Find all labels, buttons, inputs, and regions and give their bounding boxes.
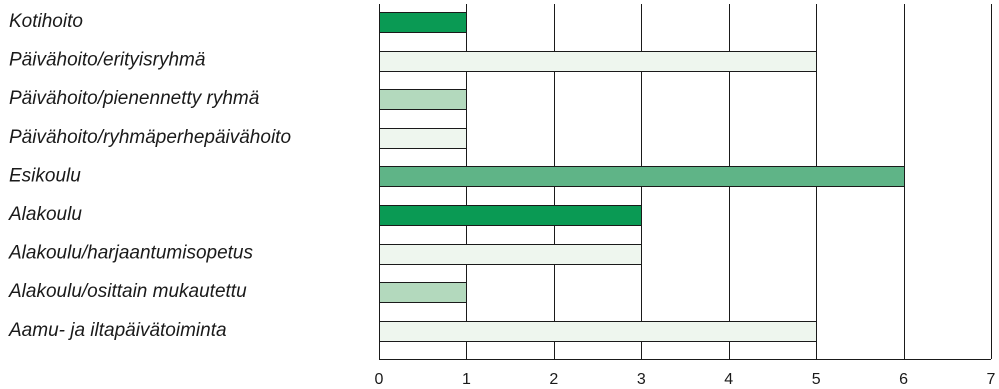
category-label-1: Päivähoito/erityisryhmä: [9, 50, 205, 71]
bar-3: [379, 128, 467, 149]
tick-label-4: 4: [724, 371, 733, 388]
category-label-6: Alakoulu/harjaantumisopetus: [8, 243, 253, 264]
tick-label-6: 6: [899, 371, 908, 388]
bar-8: [379, 321, 817, 342]
bar-6: [379, 244, 642, 265]
category-labels: Kotihoito Päivähoito/erityisryhmä Päivähoi…: [8, 11, 291, 341]
category-label-8: Aamu- ja iltapäivätoiminta: [8, 320, 227, 341]
bar-1: [379, 51, 817, 72]
tick-label-7: 7: [987, 371, 996, 388]
x-axis-ticks: 0 1 2 3 4 5 6 7: [375, 371, 996, 388]
tick-label-2: 2: [549, 371, 558, 388]
tick-label-1: 1: [462, 371, 471, 388]
bar-2: [379, 89, 467, 110]
category-label-4: Esikoulu: [9, 165, 81, 186]
bar-7: [379, 282, 467, 303]
tick-label-3: 3: [637, 371, 646, 388]
bar-4: [379, 166, 905, 187]
bars: [379, 12, 905, 342]
category-label-7: Alakoulu/osittain mukautettu: [8, 281, 247, 302]
tick-label-0: 0: [375, 371, 384, 388]
category-label-0: Kotihoito: [9, 11, 83, 32]
bar-0: [379, 12, 467, 33]
category-label-3: Päivähoito/ryhmäperhepäivähoito: [9, 127, 291, 148]
category-label-5: Alakoulu: [8, 204, 82, 225]
bar-5: [379, 205, 642, 226]
tick-label-5: 5: [812, 371, 821, 388]
category-label-2: Päivähoito/pienennetty ryhmä: [9, 88, 259, 109]
